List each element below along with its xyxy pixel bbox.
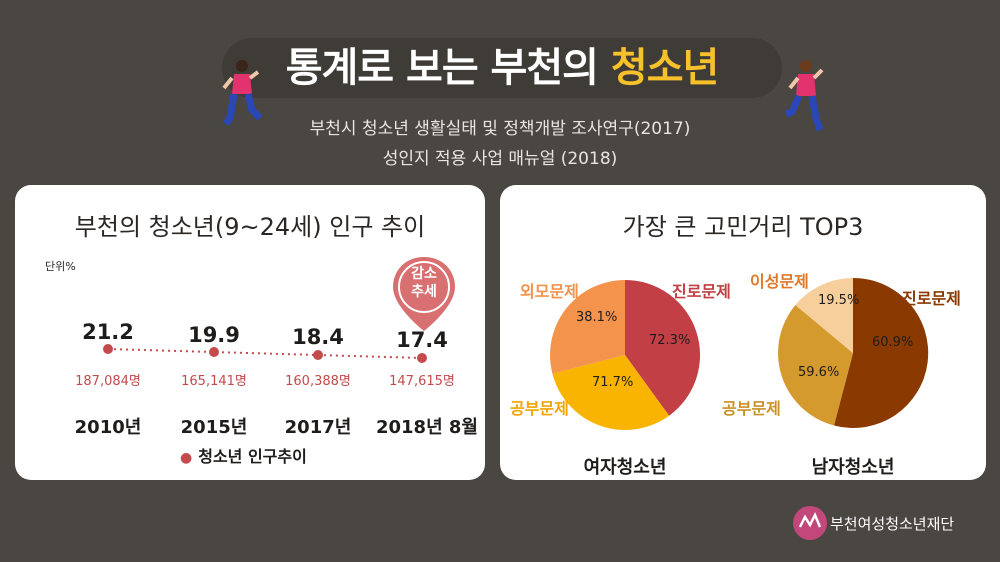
count-2015: 165,141명	[181, 374, 247, 389]
count-2018: 147,615명	[389, 374, 455, 389]
trend-point-2017	[313, 350, 323, 360]
count-2017: 160,388명	[285, 374, 351, 389]
percent-2010: 21.2	[82, 320, 134, 344]
page-title: 통계로 보는 부천의 청소년	[222, 40, 782, 96]
title-highlight-text: 청소년	[610, 45, 719, 91]
female-study-slice	[552, 355, 670, 430]
female-appearance-pct: 38.1%	[576, 310, 618, 325]
source-line-2: 성인지 적용 사업 매뉴얼 (2018)	[382, 149, 618, 169]
badge-line-2: 추세	[411, 284, 437, 300]
trend-line-chart	[103, 344, 427, 363]
decrease-badge-text: 감소 추세	[394, 265, 454, 301]
female-career-slice	[625, 280, 701, 416]
running-girl-illustration	[222, 60, 262, 126]
male-pie-chart	[778, 277, 929, 428]
male-career-pct: 60.9%	[872, 335, 914, 350]
percent-2015: 19.9	[188, 323, 240, 347]
foundation-name: 부천여성청소년재단	[830, 515, 955, 533]
concerns-card: 가장 큰 고민거리 TOP3 72.3% 71.7% 38.1% 진로문제 공부…	[500, 185, 986, 480]
year-2015: 2015년	[180, 417, 248, 438]
percent-2018: 17.4	[396, 328, 448, 352]
title-main-text: 통계로 보는 부천의	[285, 45, 599, 91]
male-study-label: 공부문제	[722, 399, 781, 418]
badge-line-1: 감소	[411, 266, 437, 282]
foundation-logo-icon	[793, 506, 827, 540]
title-background	[222, 38, 782, 98]
female-appearance-slice	[550, 280, 625, 374]
female-caption: 여자청소년	[583, 457, 667, 478]
legend-dot-icon: ●	[180, 450, 193, 466]
female-study-label: 공부문제	[510, 399, 569, 418]
female-pie-chart	[550, 280, 701, 430]
year-2010: 2010년	[74, 417, 142, 438]
male-romance-pct: 19.5%	[818, 293, 860, 308]
trend-point-2018	[417, 353, 427, 363]
year-2017: 2017년	[284, 417, 352, 438]
female-career-pct: 72.3%	[649, 333, 691, 348]
male-career-label: 진로문제	[902, 289, 961, 308]
male-career-slice	[834, 277, 929, 428]
trend-point-2010	[103, 344, 113, 354]
male-romance-label: 이성문제	[750, 272, 809, 291]
male-caption: 남자청소년	[811, 457, 895, 478]
male-romance-slice	[795, 278, 853, 353]
trend-line	[107, 348, 423, 359]
source-line-1: 부천시 청소년 생활실태 및 정책개발 조사연구(2017)	[309, 119, 691, 139]
running-boy-illustration	[784, 60, 824, 132]
concerns-card-title: 가장 큰 고민거리 TOP3	[622, 213, 864, 241]
male-study-slice	[778, 305, 853, 426]
male-study-pct: 59.6%	[798, 365, 840, 380]
trend-legend: ● 청소년 인구추이	[180, 443, 307, 467]
count-2010: 187,084명	[75, 374, 141, 389]
percent-2017: 18.4	[292, 325, 344, 349]
female-study-pct: 71.7%	[592, 375, 634, 390]
trend-point-2015	[209, 347, 219, 357]
female-appearance-label: 외모문제	[520, 282, 579, 301]
year-2018: 2018년 8월	[375, 417, 478, 438]
legend-label: 청소년 인구추이	[198, 447, 307, 466]
decrease-badge-pin	[393, 257, 455, 331]
unit-label: 단위%	[45, 260, 76, 273]
female-career-label: 진로문제	[672, 282, 731, 301]
population-card-title: 부천의 청소년(9~24세) 인구 추이	[74, 213, 426, 241]
population-trend-card: 부천의 청소년(9~24세) 인구 추이 단위% 감소 추세 21.2 19.9…	[15, 185, 485, 480]
